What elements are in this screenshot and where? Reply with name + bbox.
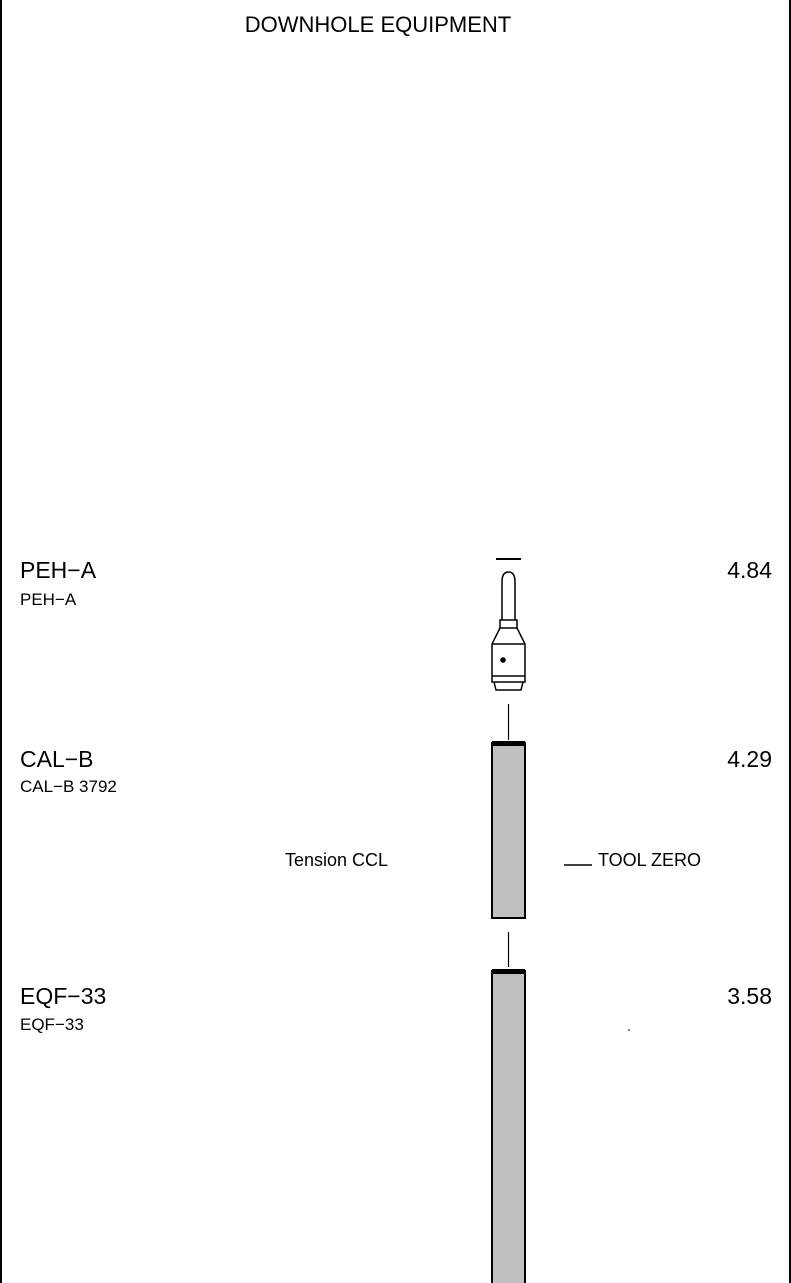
tool-subname: EQF−33 [20, 1015, 84, 1034]
tool-name: CAL−B [20, 746, 94, 772]
tool-cap [492, 741, 525, 746]
tool-length: 4.29 [727, 746, 772, 772]
tool-name: EQF−33 [20, 983, 106, 1009]
title: DOWNHOLE EQUIPMENT [245, 12, 511, 37]
tool-subname: CAL−B 3792 [20, 777, 117, 796]
eqf-tool [491, 970, 526, 1283]
tool-cap [492, 969, 525, 974]
annotation: TOOL ZERO [598, 850, 701, 870]
tool-subname: PEH−A [20, 590, 77, 609]
tool-length: 3.58 [727, 983, 772, 1009]
tool-name: PEH−A [20, 557, 97, 583]
tool-length: 4.84 [727, 557, 772, 583]
peh-tool [491, 558, 526, 691]
annotation: Tension CCL [285, 850, 388, 870]
cal-tool [491, 742, 526, 919]
